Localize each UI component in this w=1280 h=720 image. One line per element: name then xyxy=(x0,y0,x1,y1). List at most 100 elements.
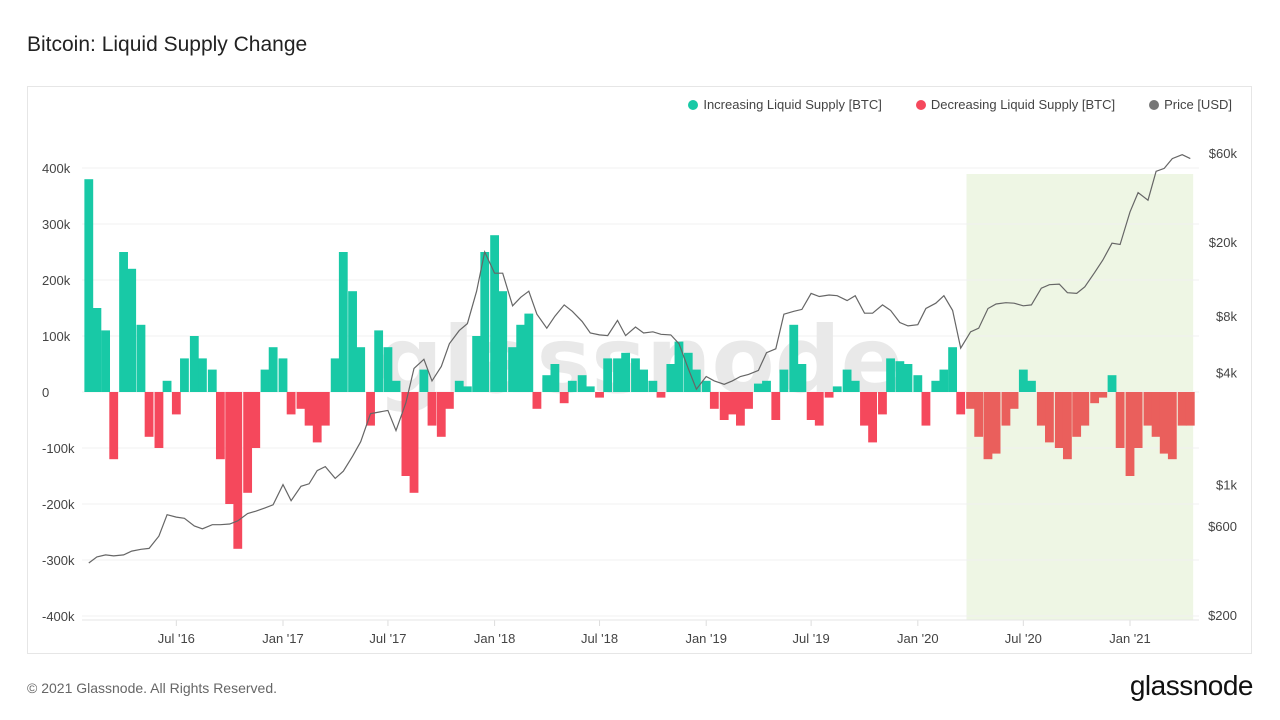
increasing-supply-bar xyxy=(278,358,288,392)
decreasing-supply-bar xyxy=(296,392,306,409)
decreasing-supply-bar xyxy=(233,392,243,549)
increasing-supply-bar xyxy=(207,369,217,392)
bars-group xyxy=(84,179,1195,549)
increasing-supply-bar xyxy=(338,252,348,392)
left-axis-tick-label: -400k xyxy=(42,609,75,624)
decreasing-supply-bar xyxy=(1072,392,1082,437)
decreasing-supply-bar xyxy=(719,392,729,420)
copyright: © 2021 Glassnode. All Rights Reserved. xyxy=(27,680,278,696)
decreasing-supply-bar xyxy=(409,392,419,493)
legend-item-price[interactable]: Price [USD] xyxy=(1149,97,1232,112)
decreasing-supply-bar xyxy=(1185,392,1195,426)
increasing-supply-bar xyxy=(498,291,508,392)
decreasing-supply-bar xyxy=(656,392,666,398)
increasing-supply-bar xyxy=(842,369,852,392)
increasing-supply-bar xyxy=(136,324,146,392)
increasing-supply-bar xyxy=(939,369,949,392)
decreasing-supply-bar xyxy=(286,392,296,415)
increasing-supply-bar xyxy=(948,347,958,392)
decreasing-supply-bar xyxy=(860,392,869,426)
legend-item-decreasing[interactable]: Decreasing Liquid Supply [BTC] xyxy=(915,97,1116,112)
left-axis-tick-label: 100k xyxy=(42,329,71,344)
decreasing-supply-bar xyxy=(436,392,446,437)
increasing-supply-bar xyxy=(674,341,684,392)
increasing-supply-bar xyxy=(666,364,676,392)
increasing-supply-bar xyxy=(516,324,526,392)
decreasing-supply-bar xyxy=(1167,392,1177,460)
decreasing-supply-bar xyxy=(1001,392,1011,426)
decreasing-supply-bar xyxy=(304,392,314,426)
decreasing-supply-bar xyxy=(824,392,834,398)
right-axis-tick-label: $60k xyxy=(1209,146,1238,161)
right-axis-tick-label: $1k xyxy=(1216,478,1237,493)
right-axis-tick-label: $4k xyxy=(1216,365,1237,380)
x-axis-tick-label: Jan '17 xyxy=(262,631,304,646)
increasing-supply-bar xyxy=(701,380,711,392)
left-axis-tick-label: 400k xyxy=(42,161,71,176)
legend-dot-icon xyxy=(688,99,699,110)
increasing-supply-bar xyxy=(472,336,482,392)
decreasing-supply-bar xyxy=(109,392,119,460)
increasing-supply-bar xyxy=(391,380,401,392)
increasing-supply-bar xyxy=(886,358,895,392)
increasing-supply-bar xyxy=(585,386,595,392)
increasing-supply-bar xyxy=(374,330,384,392)
legend-label: Increasing Liquid Supply [BTC] xyxy=(703,97,882,112)
decreasing-supply-bar xyxy=(771,392,781,420)
decreasing-supply-bar xyxy=(1159,392,1169,454)
left-axis-tick-label: -300k xyxy=(42,553,75,568)
legend-label: Decreasing Liquid Supply [BTC] xyxy=(930,97,1116,112)
increasing-supply-bar xyxy=(903,364,913,392)
increasing-supply-bar xyxy=(913,375,923,392)
legend-item-increasing[interactable]: Increasing Liquid Supply [BTC] xyxy=(688,97,882,112)
decreasing-supply-bar xyxy=(1098,392,1108,398)
decreasing-supply-bar xyxy=(215,392,225,460)
decreasing-supply-bar xyxy=(1090,392,1100,404)
increasing-supply-bar xyxy=(383,347,393,392)
decreasing-supply-bar xyxy=(243,392,253,493)
increasing-supply-bar xyxy=(550,364,560,392)
increasing-supply-bar xyxy=(356,347,366,392)
decreasing-supply-bar xyxy=(532,392,542,409)
left-axis-tick-label: -200k xyxy=(42,497,75,512)
increasing-supply-bar xyxy=(603,358,613,392)
decreasing-supply-bar xyxy=(559,392,569,404)
decreasing-supply-bar xyxy=(727,392,737,415)
increasing-supply-bar xyxy=(895,361,905,392)
x-axis-tick-label: Jul '17 xyxy=(369,631,406,646)
decreasing-supply-bar xyxy=(1080,392,1090,426)
decreasing-supply-bar xyxy=(744,392,753,409)
legend-dot-icon xyxy=(915,99,926,110)
increasing-supply-bar xyxy=(931,380,941,392)
increasing-supply-bar xyxy=(198,358,207,392)
increasing-supply-bar xyxy=(797,364,807,392)
decreasing-supply-bar xyxy=(1151,392,1161,437)
increasing-supply-bar xyxy=(1018,369,1028,392)
decreasing-supply-bar xyxy=(144,392,154,437)
increasing-supply-bar xyxy=(683,352,693,392)
increasing-supply-bar xyxy=(779,369,789,392)
chart-card xyxy=(27,86,1252,654)
increasing-supply-bar xyxy=(524,313,534,392)
decreasing-supply-bar xyxy=(427,392,437,426)
right-axis-tick-label: $8k xyxy=(1216,309,1237,324)
x-axis-tick-label: Jan '18 xyxy=(474,631,516,646)
decreasing-supply-bar xyxy=(444,392,454,409)
increasing-supply-bar xyxy=(648,380,658,392)
increasing-supply-bar xyxy=(639,369,649,392)
decreasing-supply-bar xyxy=(1125,392,1135,476)
left-axis-tick-label: 0 xyxy=(42,385,49,400)
increasing-supply-bar xyxy=(508,347,517,392)
glassnode-logo: glassnode xyxy=(1129,670,1254,701)
increasing-supply-bar xyxy=(92,308,102,392)
watermark: glassnode xyxy=(377,307,903,414)
increasing-supply-bar xyxy=(119,252,128,392)
decreasing-supply-bar xyxy=(401,392,411,476)
increasing-supply-bar xyxy=(101,330,111,392)
decreasing-supply-bar xyxy=(154,392,164,448)
decreasing-supply-bar xyxy=(878,392,887,415)
increasing-supply-bar xyxy=(127,268,137,392)
increasing-supply-bar xyxy=(567,380,577,392)
decreasing-supply-bar xyxy=(225,392,235,504)
decreasing-supply-bar xyxy=(1177,392,1187,426)
